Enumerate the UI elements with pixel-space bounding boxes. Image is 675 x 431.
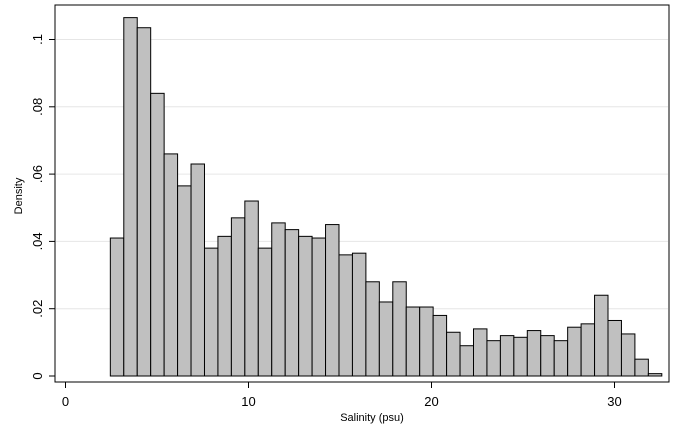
histogram-bar — [190, 163, 205, 377]
bars — [109, 17, 663, 377]
histogram-bar — [163, 153, 179, 377]
histogram-bar — [459, 345, 474, 377]
histogram-bar — [284, 229, 300, 377]
histogram-bar — [217, 235, 232, 377]
histogram-bar — [419, 306, 434, 377]
histogram-bar — [338, 254, 353, 377]
histogram-bar — [392, 281, 407, 377]
histogram-bar — [526, 330, 542, 377]
histogram-bar — [472, 328, 488, 377]
histogram-bar — [150, 92, 165, 377]
y-tick-label: .06 — [30, 165, 45, 183]
y-tick-label: .08 — [30, 98, 45, 116]
histogram-bar — [486, 340, 501, 377]
histogram-bar — [136, 27, 152, 377]
histogram-bar — [351, 252, 367, 377]
y-axis: 0 .02 .04 .06 .08 .1 — [30, 5, 56, 382]
histogram-bar — [499, 335, 515, 377]
histogram-bar — [405, 306, 421, 377]
histogram-bar — [540, 335, 555, 377]
histogram-bar — [244, 200, 259, 377]
histogram-bar — [553, 340, 569, 377]
y-tick-label: .02 — [30, 300, 45, 318]
histogram-bar — [378, 301, 394, 377]
histogram-bar — [634, 358, 649, 377]
histogram-bar — [230, 217, 246, 377]
histogram-bar — [647, 373, 663, 377]
x-axis: 0 10 20 30 — [55, 381, 669, 409]
histogram-bar — [607, 319, 622, 377]
histogram-bar — [580, 323, 596, 377]
x-tick-label: 20 — [424, 394, 438, 409]
x-tick-label: 0 — [62, 394, 69, 409]
histogram-bar — [271, 222, 286, 377]
histogram-bar — [513, 336, 528, 377]
histogram-bar — [203, 247, 219, 377]
x-axis-label: Salinity (psu) — [340, 412, 404, 424]
x-tick-label: 10 — [241, 394, 255, 409]
histogram-bar — [365, 281, 380, 377]
histogram-bar — [620, 333, 636, 377]
y-tick-label: .04 — [30, 232, 45, 250]
histogram-bar — [567, 326, 582, 377]
histogram-bar — [325, 224, 340, 377]
y-tick-label: .1 — [30, 34, 45, 45]
histogram-bar — [446, 331, 461, 377]
histogram-bar — [432, 314, 448, 377]
histogram-bar — [298, 235, 313, 377]
histogram-bar — [257, 247, 273, 377]
x-tick-label: 30 — [607, 394, 621, 409]
histogram-bar — [177, 185, 192, 377]
histogram-bar — [311, 237, 327, 377]
y-axis-label: Density — [13, 177, 25, 214]
y-tick-label: 0 — [30, 372, 45, 379]
histogram-bar — [109, 237, 125, 377]
histogram-bar — [123, 17, 138, 377]
histogram-bar — [594, 294, 609, 377]
